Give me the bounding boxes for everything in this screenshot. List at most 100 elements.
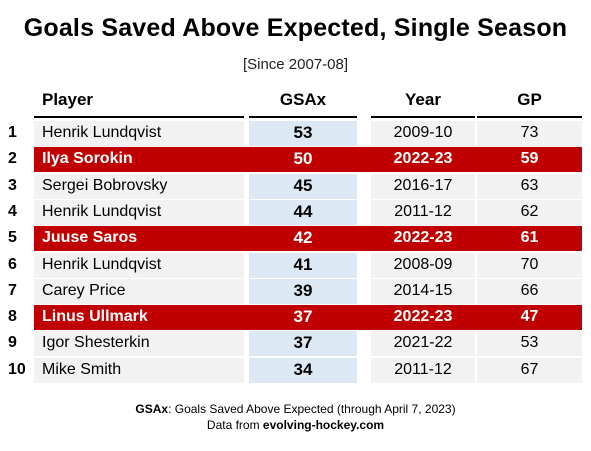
season-year: 2022-23 [393, 308, 453, 326]
season-year: 2011-12 [394, 360, 452, 378]
table-row: 5 Juuse Saros 42 2022-23 61 [0, 226, 591, 252]
rank-label: 6 [8, 255, 17, 273]
player-cell-bg [34, 252, 244, 278]
season-year: 2011-12 [394, 202, 452, 220]
rank-label: 5 [8, 229, 17, 247]
gsax-value: 50 [293, 149, 313, 169]
table-row: 8 Linus Ullmark 37 2022-23 47 [0, 305, 591, 331]
season-year: 2009-10 [393, 124, 453, 141]
gsax-cell-bg [249, 121, 357, 146]
table-row: 1 Henrik Lundqvist 53 2009-10 73 [0, 121, 591, 146]
games-played: 63 [520, 176, 539, 194]
header-year: Year [405, 90, 441, 109]
gsax-value: 39 [293, 280, 313, 300]
year-cell-bg [371, 357, 475, 383]
gsax-cell-bg [249, 278, 357, 304]
table-row: 2 Ilya Sorokin 50 2022-23 59 [0, 147, 591, 173]
player-cell-bg [34, 173, 244, 199]
year-cell-bg [371, 252, 475, 278]
highlight-band [34, 147, 582, 173]
season-year: 2008-09 [393, 255, 453, 273]
header-rule-gsax [249, 116, 357, 118]
gp-cell-bg [477, 252, 582, 278]
player-cell-bg [34, 357, 244, 383]
gp-cell-bg [477, 331, 582, 357]
footer-definition: GSAx: Goals Saved Above Expected (throug… [0, 402, 591, 416]
gp-cell-bg [477, 121, 582, 146]
games-played: 61 [520, 229, 539, 247]
season-year: 2022-23 [393, 150, 453, 168]
gsax-value: 37 [293, 333, 313, 353]
rank-label: 8 [8, 308, 17, 326]
rank-label: 4 [8, 202, 17, 220]
player-name: Ilya Sorokin [42, 150, 133, 168]
player-cell-bg [34, 331, 244, 357]
gsax-value: 45 [293, 175, 313, 195]
season-year: 2016-17 [393, 176, 453, 194]
footer-source-prefix: Data from [206, 418, 263, 432]
games-played: 67 [520, 360, 539, 378]
rank-label: 10 [8, 360, 26, 378]
footer-source: Data from evolving-hockey.com [0, 418, 591, 432]
gp-cell-bg [477, 278, 582, 304]
chart-subtitle: [Since 2007-08] [242, 56, 349, 73]
gsax-value: 53 [293, 123, 313, 142]
player-name: Henrik Lundqvist [42, 124, 162, 141]
gsax-cell-bg [249, 173, 357, 199]
player-cell-bg [34, 278, 244, 304]
gsax-value: 44 [293, 201, 313, 221]
table-row: 4 Henrik Lundqvist 44 2011-12 62 [0, 199, 591, 225]
season-year: 2021-22 [393, 334, 453, 352]
player-cell-bg [34, 121, 244, 146]
gp-cell-bg [477, 199, 582, 225]
gp-cell-bg [477, 173, 582, 199]
season-year: 2014-15 [393, 281, 453, 299]
footer-source-site: evolving-hockey.com [262, 418, 385, 432]
table-header: Player GSAx Year GP [0, 86, 591, 118]
gsax-value: 34 [293, 359, 313, 379]
gsax-value: 42 [293, 228, 313, 248]
player-name: Henrik Lundqvist [42, 202, 162, 220]
gsax-cell-bg [249, 331, 357, 357]
header-rule-player [34, 116, 244, 118]
player-name: Linus Ullmark [42, 308, 148, 326]
games-played: 53 [520, 334, 539, 352]
header-rule-year [371, 116, 475, 118]
table-row: 6 Henrik Lundqvist 41 2008-09 70 [0, 252, 591, 278]
footer-gsax-definition: : Goals Saved Above Expected (through Ap… [168, 402, 456, 416]
highlight-band [34, 305, 582, 331]
player-name: Henrik Lundqvist [42, 255, 162, 273]
player-cell-bg [34, 199, 244, 225]
gsax-value: 37 [293, 307, 313, 327]
player-name: Mike Smith [42, 360, 122, 378]
year-cell-bg [371, 121, 475, 146]
table-row: 3 Sergei Bobrovsky 45 2016-17 63 [0, 173, 591, 199]
games-played: 59 [520, 150, 539, 168]
games-played: 66 [520, 281, 539, 299]
games-played: 70 [520, 255, 539, 273]
rank-label: 9 [8, 334, 17, 352]
player-name: Carey Price [42, 281, 126, 299]
player-name: Juuse Saros [42, 229, 138, 247]
year-cell-bg [371, 173, 475, 199]
year-cell-bg [371, 331, 475, 357]
chart-title: Goals Saved Above Expected, Single Seaso… [23, 14, 568, 42]
header-gp: GP [517, 90, 542, 109]
gsax-value: 41 [293, 254, 313, 274]
highlight-band [34, 226, 582, 252]
rank-label: 1 [8, 124, 17, 141]
year-cell-bg [371, 199, 475, 225]
footer-gsax-term: GSAx [135, 402, 169, 416]
header-player: Player [42, 90, 94, 109]
table-row: 9 Igor Shesterkin 37 2021-22 53 [0, 331, 591, 357]
games-played: 73 [520, 124, 539, 141]
year-cell-bg [371, 278, 475, 304]
gp-cell-bg [477, 357, 582, 383]
header-gsax: GSAx [279, 90, 327, 109]
gsax-cell-bg [249, 199, 357, 225]
header-rule-gp [477, 116, 582, 118]
player-name: Sergei Bobrovsky [42, 176, 168, 194]
rank-label: 2 [8, 150, 17, 168]
gsax-cell-bg [249, 357, 357, 383]
games-played: 47 [520, 308, 539, 326]
